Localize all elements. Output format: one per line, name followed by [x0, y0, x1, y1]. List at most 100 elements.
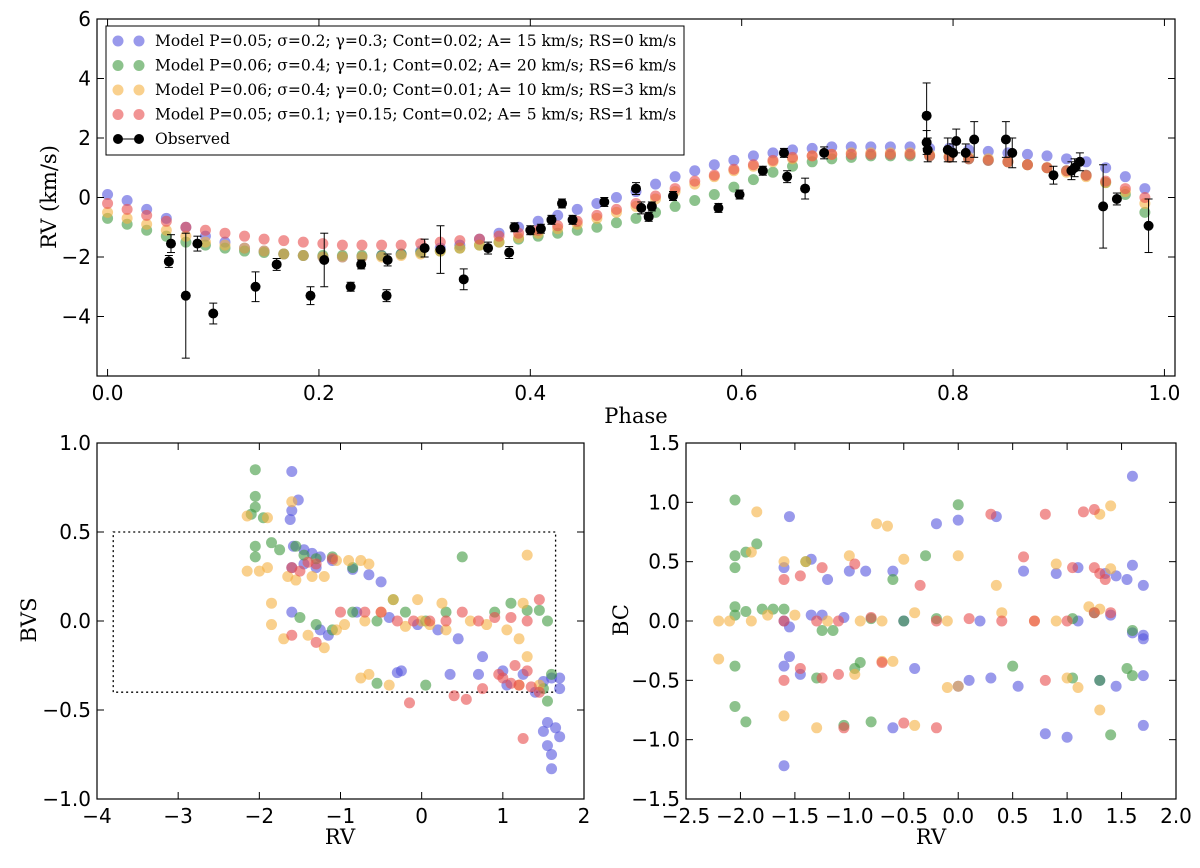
- rv-phase-ticks: 0.0 0.2 0.4 0.6 0.8 1.0 −4 −2 0 2 4 6: [62, 7, 1181, 405]
- model4-point: [930, 722, 942, 734]
- 0-ytick-label: −2: [62, 245, 91, 269]
- model3-point: [724, 615, 736, 627]
- observed-point: [1000, 134, 1011, 145]
- model1-point: [1110, 680, 1122, 692]
- observed-point: [921, 110, 932, 121]
- model1-point: [728, 154, 740, 166]
- observed-point: [250, 281, 261, 292]
- model1-point: [284, 514, 296, 526]
- observed-point: [1007, 147, 1018, 158]
- 0-ytick-label: 4: [78, 67, 91, 91]
- model3-point: [241, 510, 253, 522]
- model2-point: [546, 668, 558, 680]
- model3-point: [318, 571, 330, 582]
- model4-point: [473, 233, 485, 245]
- model4-point: [832, 615, 844, 627]
- observed-point: [960, 147, 971, 158]
- 0-ytick-label: −4: [62, 305, 91, 329]
- model4-point: [199, 224, 211, 236]
- model3-point: [436, 597, 448, 609]
- model2-point: [371, 615, 383, 627]
- model2-point: [630, 212, 642, 224]
- observed-point: [483, 243, 494, 254]
- model3-point: [854, 615, 866, 627]
- model4-point: [794, 662, 806, 674]
- model1-point: [121, 194, 133, 206]
- model2-point: [898, 615, 910, 627]
- model4-point: [477, 683, 489, 695]
- model4-point: [963, 613, 975, 625]
- legend-label-model1: Model P=0.05; σ=0.2; γ=0.3; Cont=0.02; A…: [155, 32, 676, 50]
- observed-point: [757, 165, 768, 176]
- bc-rv-panel: −2.5 −2.0 −1.5 −1.0 −0.5 0.0 0.5 1.0 1.5 2.0−1.5−…: [609, 431, 1192, 849]
- model4-point: [904, 148, 916, 160]
- model3-point: [412, 594, 424, 606]
- model1-point: [887, 565, 899, 577]
- rv-phase-ylabel: RV (km/s): [37, 145, 61, 249]
- model4-point: [376, 239, 388, 251]
- model2-point: [1007, 660, 1019, 672]
- model3-point: [290, 574, 302, 586]
- model3-point: [909, 719, 921, 731]
- model3-point: [199, 236, 211, 248]
- model3-point: [898, 553, 910, 565]
- bvs-rv-xlabel: RV: [325, 825, 356, 849]
- model1-point: [546, 749, 558, 760]
- model2-point: [729, 494, 741, 506]
- model1-point: [747, 150, 759, 162]
- bvs-rv-panel: −4 −3 −2 −1 0 1 2 −1.0 −0.5 0.0 0.5 1.0 RV BVS: [17, 431, 590, 849]
- model3-point: [383, 679, 395, 691]
- model4-point: [845, 148, 857, 160]
- model3-point: [219, 239, 231, 251]
- model2-point: [591, 221, 603, 233]
- legend: Model P=0.05; σ=0.2; γ=0.3; Cont=0.02; A…: [105, 25, 685, 156]
- model4-point: [914, 579, 926, 591]
- model1-point: [985, 672, 997, 684]
- model1-point: [1137, 633, 1149, 645]
- model4-point: [160, 215, 172, 227]
- model4-point: [826, 148, 838, 160]
- model2-point: [249, 540, 261, 552]
- model4-point: [448, 690, 460, 702]
- model3-point: [318, 642, 330, 654]
- model4-point: [778, 674, 790, 686]
- model4-point: [996, 615, 1008, 627]
- rv-phase-marks: [102, 82, 1154, 359]
- model1-point: [783, 651, 795, 663]
- model2-point: [266, 537, 278, 549]
- 2-xtick-label: 1.0: [1051, 804, 1083, 828]
- legend-marker-model2: [133, 60, 145, 71]
- model4-point: [395, 239, 407, 251]
- model1-point: [1137, 579, 1149, 591]
- model1-point: [974, 615, 986, 627]
- model3-point: [261, 512, 273, 524]
- model4-point: [509, 660, 521, 671]
- model4-point: [359, 606, 371, 618]
- model4-point: [1039, 508, 1051, 520]
- model3-point: [941, 681, 953, 693]
- observed-point: [271, 259, 282, 270]
- model2-point: [371, 677, 383, 689]
- model4-point: [1119, 183, 1131, 195]
- model4-point: [375, 606, 387, 618]
- model3-point: [363, 668, 375, 680]
- model1-point: [952, 514, 964, 526]
- model2-point: [729, 700, 741, 712]
- model4-point: [1105, 607, 1117, 619]
- 2-ytick-label: −1.5: [631, 787, 680, 811]
- 2-ytick-label: 0.5: [648, 550, 680, 574]
- legend-label-model2: Model P=0.06; σ=0.4; γ=0.1; Cont=0.02; A…: [155, 57, 676, 75]
- model4-point: [1099, 573, 1111, 585]
- model4-point: [517, 732, 529, 744]
- model4-point: [336, 239, 348, 251]
- 2-xtick-label: −2.0: [716, 804, 765, 828]
- model1-point: [778, 760, 790, 772]
- legend-marker-model2: [112, 60, 124, 71]
- model4-point: [513, 679, 525, 691]
- model1-point: [1021, 148, 1033, 160]
- model1-point: [541, 740, 553, 752]
- model3-point: [521, 651, 533, 663]
- model1-point: [472, 668, 484, 680]
- model2-point: [708, 189, 720, 201]
- model2-point: [827, 624, 839, 636]
